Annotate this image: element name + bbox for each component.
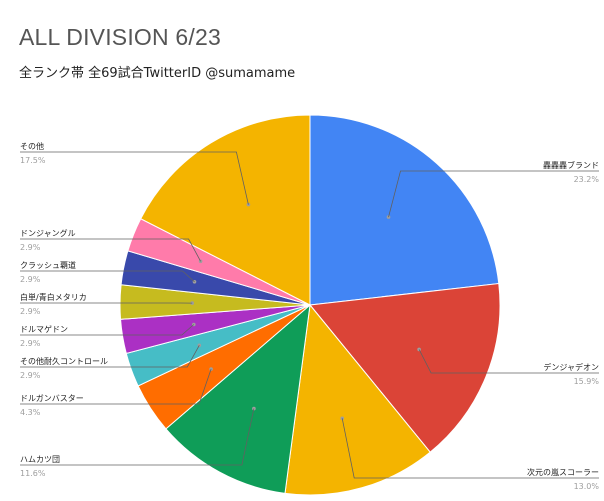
slice-label: ドルマゲドン <box>20 324 68 334</box>
slice-1 <box>309 283 501 453</box>
slice-label: 白単/青白メタリカ <box>20 292 87 302</box>
slice-label: ハムカツ団 <box>20 455 60 464</box>
slice-label: 次元の嵐スコーラー <box>527 467 599 477</box>
slice-value-label: 23.2% <box>574 175 600 184</box>
leader-line <box>388 170 599 218</box>
leader-line <box>20 238 201 262</box>
leader-dot <box>190 301 194 305</box>
slice-value-label: 2.9% <box>20 371 41 380</box>
slice-label: クラッシュ覇道 <box>20 260 76 270</box>
slice-value-label: 4.3% <box>20 408 41 417</box>
leader-line <box>20 368 212 405</box>
slice-value-label: 2.9% <box>20 275 41 284</box>
slice-value-label: 11.6% <box>20 469 46 478</box>
slice-value-label: 2.9% <box>20 243 41 252</box>
chart-title: ALL DIVISION 6/23 <box>19 24 221 50</box>
leader-line <box>20 408 255 466</box>
pie-slices <box>119 114 501 496</box>
slice-3 <box>165 303 311 494</box>
leader-line <box>20 324 195 336</box>
slice-label: ドンジャングル <box>20 228 76 238</box>
slice-value-label: 13.0% <box>574 482 600 491</box>
slice-value-label: 2.9% <box>20 339 41 348</box>
slice-0 <box>309 114 500 306</box>
leader-line <box>20 345 200 368</box>
chart-subtitle: 全ランク帯 全69試合TwitterID @sumamame <box>19 66 296 81</box>
leader-line <box>20 270 195 283</box>
slice-label: 轟轟轟ブランド <box>543 160 599 170</box>
slice-2 <box>284 303 431 496</box>
slice-label: その他耐久コントロール <box>20 356 108 366</box>
slice-value-label: 2.9% <box>20 307 41 316</box>
slice-value-label: 17.5% <box>20 156 46 165</box>
leader-line <box>418 349 599 374</box>
slice-label: その他 <box>20 141 44 151</box>
pie-leader-lines <box>20 151 599 479</box>
slice-value-label: 15.9% <box>574 377 600 386</box>
slice-10 <box>140 114 311 306</box>
pie-labels: 轟轟轟ブランド 23.2% デンジャデオン 15.9% 次元の嵐スコーラー 13.0% ハム… <box>20 141 599 491</box>
leader-line <box>341 418 599 479</box>
slice-label: デンジャデオン <box>543 362 599 372</box>
leader-line <box>20 151 249 205</box>
slice-label: ドルガンバスター <box>20 393 84 403</box>
